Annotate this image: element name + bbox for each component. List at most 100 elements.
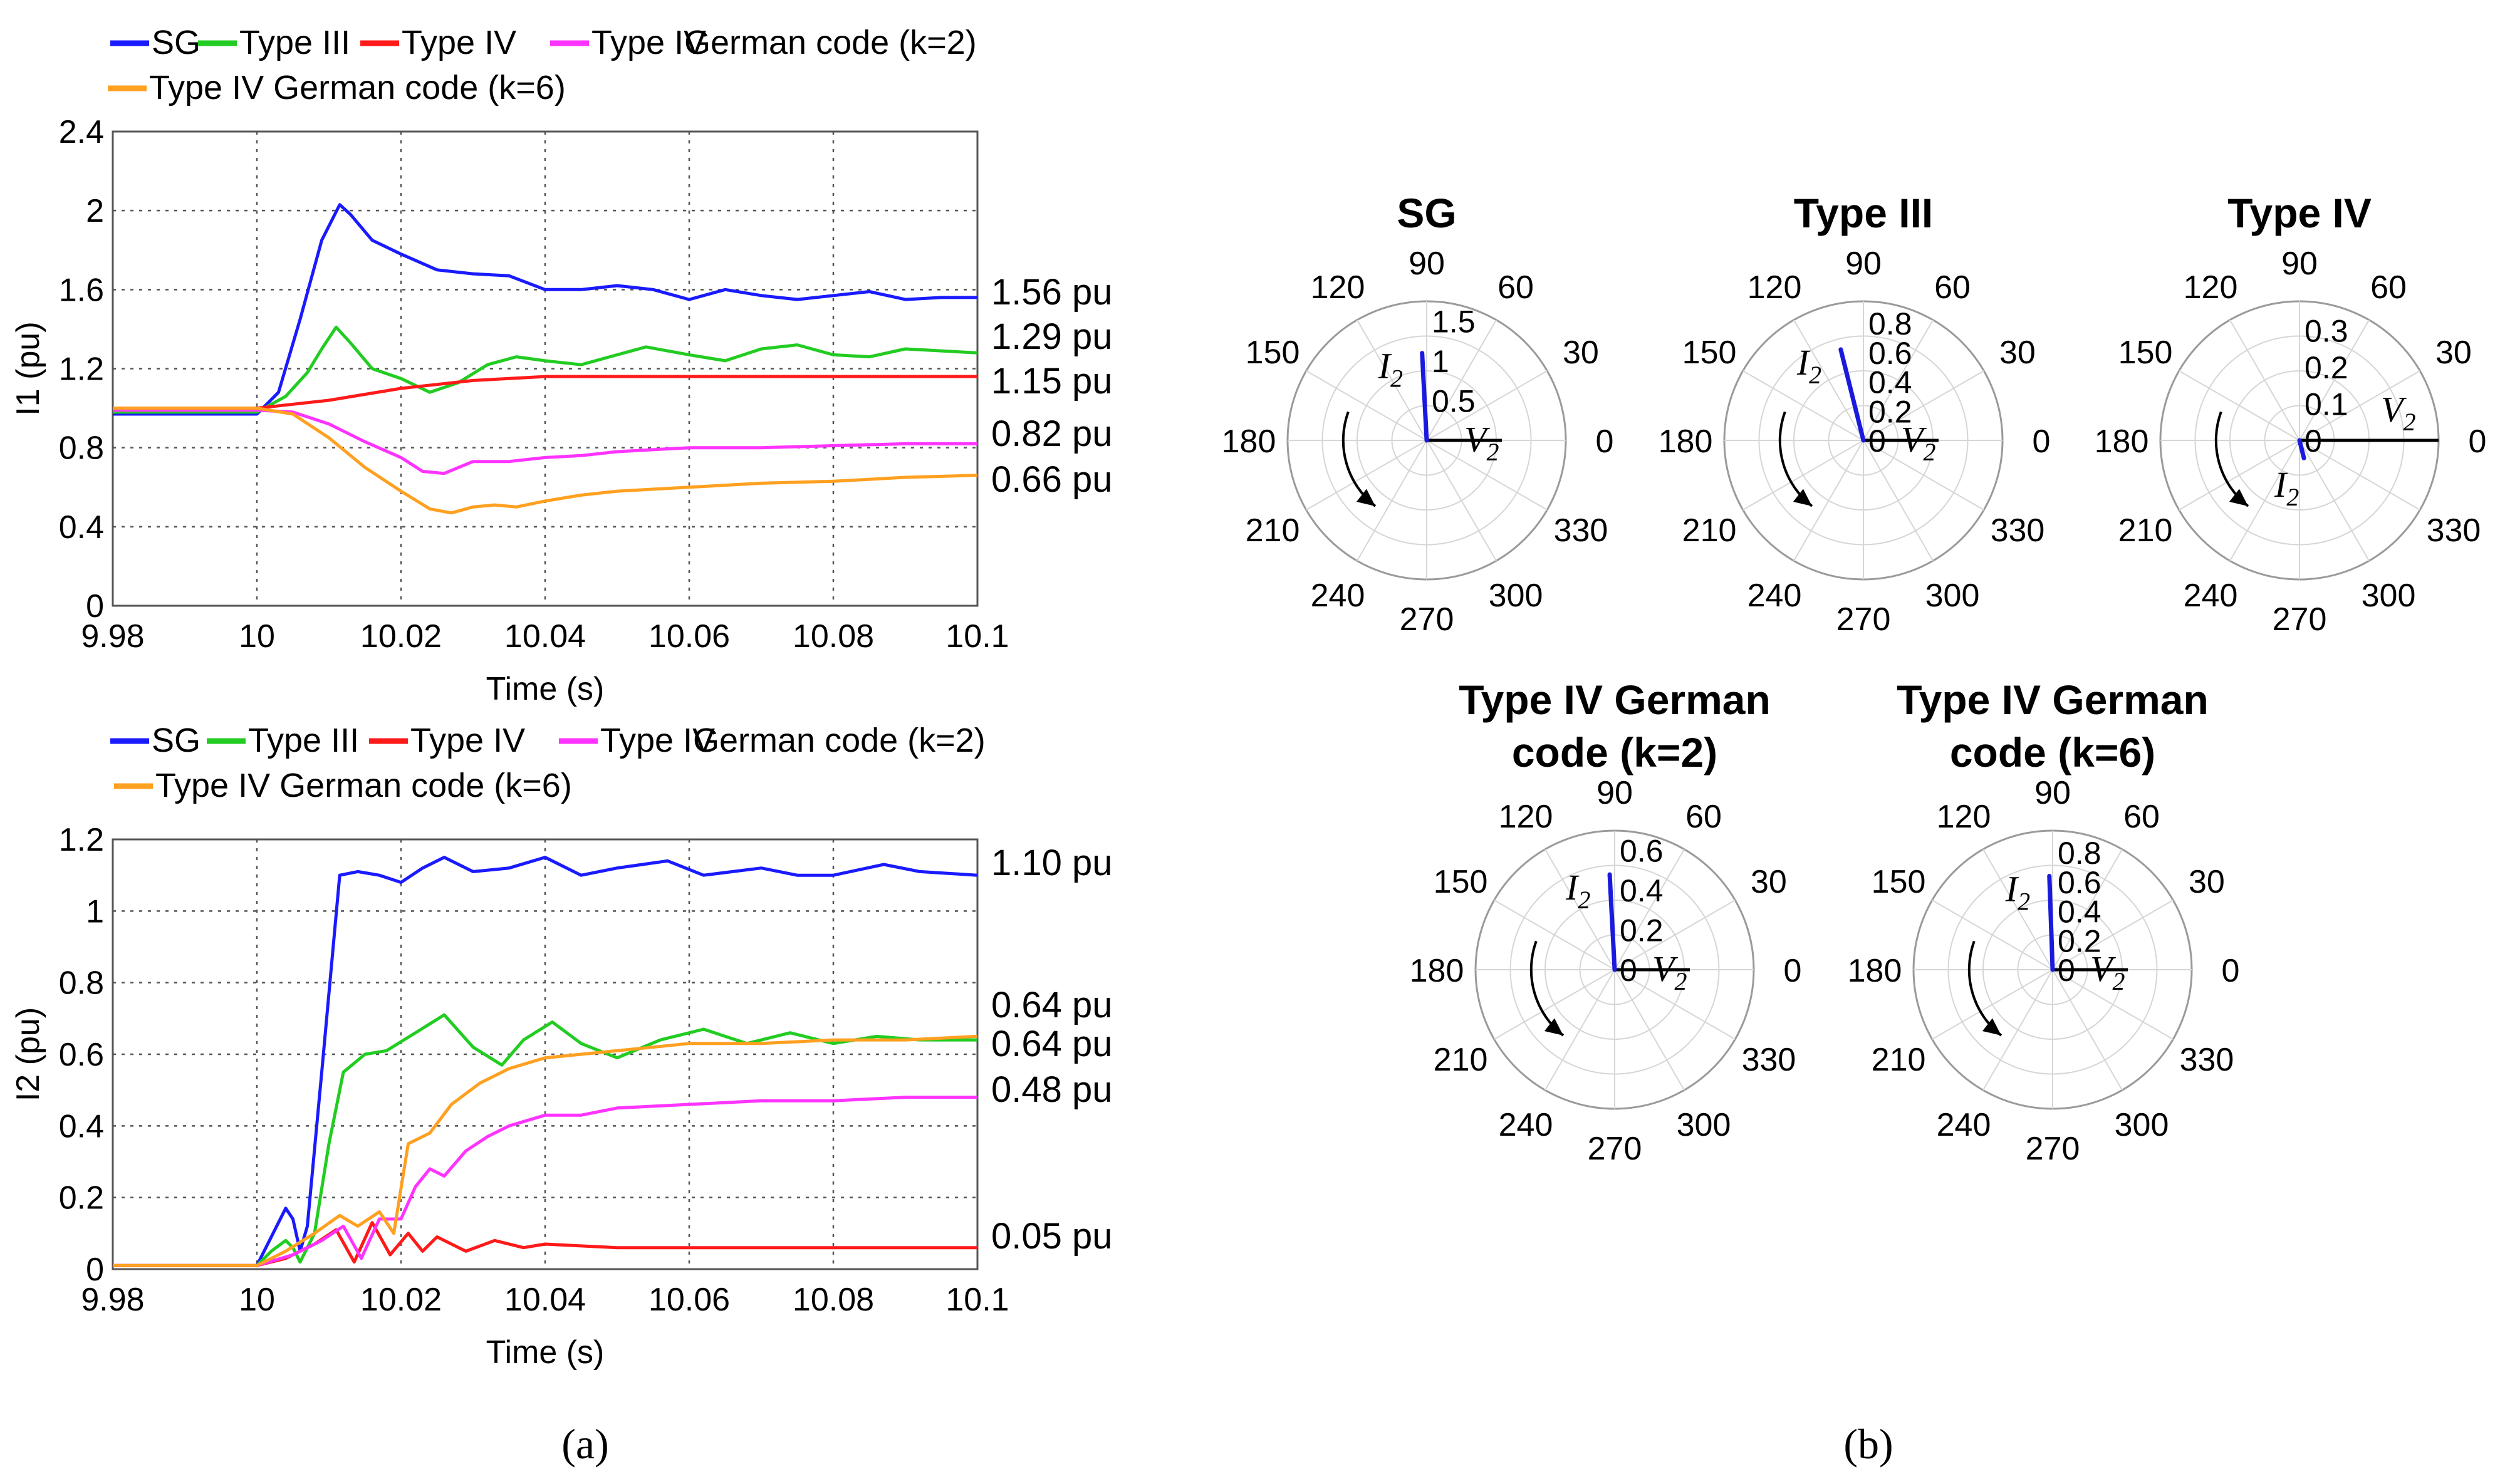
polar-spoke	[1793, 440, 1864, 561]
i2-subscript: 2	[2286, 483, 2299, 511]
polar-spoke	[1426, 440, 1548, 511]
x-tick-label: 10	[239, 1282, 275, 1318]
legend-label: Type IV	[402, 24, 516, 61]
polar-angle-label: 120	[2184, 269, 2238, 306]
v2-subscript: 2	[2403, 408, 2415, 436]
end-value-label: 1.56 pu	[991, 272, 1113, 313]
y-tick-label: 2.4	[59, 114, 104, 150]
polar-radial-label: 1.5	[1432, 304, 1476, 340]
polar-angle-label: 90	[2034, 775, 2071, 811]
series-line-type-iv	[113, 375, 977, 410]
polar-spoke	[1982, 849, 2053, 970]
polar-spoke	[2299, 370, 2420, 441]
polar-angle-label: 300	[1489, 578, 1543, 614]
polar-angle-label: 240	[1311, 578, 1365, 614]
polar-spoke	[1426, 370, 1548, 441]
v2-subscript: 2	[1674, 967, 1687, 995]
y-tick-label: 0.8	[59, 965, 104, 1002]
polar-spoke	[1863, 370, 1984, 441]
polar-angle-label: 120	[1747, 269, 1802, 306]
series-line-type-iv-german-code-k-6	[113, 407, 978, 515]
series-line-type-iv-german-code-k-2	[113, 1096, 977, 1267]
x-tick-label: 10.04	[504, 1282, 586, 1318]
y-tick-label: 0	[86, 588, 104, 625]
y-tick-label: 1	[86, 893, 104, 930]
polar-plot-type-iv-german-code-k-2: Type IV German code (k=2) 0 30 60 90 120 150 180…	[1410, 677, 1802, 1167]
polar-spoke	[1494, 969, 1615, 1040]
polar-title: Type III	[1794, 190, 1934, 236]
polar-angle-label: 0	[1784, 953, 1802, 989]
polar-spoke	[2229, 440, 2300, 561]
polar-spoke	[1982, 969, 2053, 1091]
polar-radial-label: 0.4	[1868, 365, 1912, 400]
polar-radial-label: 0.2	[1620, 913, 1664, 948]
polar-angle-label: 210	[1682, 512, 1737, 549]
rotation-arrow-head	[1793, 489, 1812, 506]
x-tick-label: 10.1	[945, 1282, 1009, 1318]
polar-spoke	[2229, 319, 2300, 441]
polar-plot-type-iii: Type III 0 30 60 90 120 150 180 210 240 270 300 330 0…	[1659, 190, 2051, 638]
x-tick-label: 10.04	[504, 618, 586, 655]
polar-angle-label: 330	[1991, 512, 2045, 549]
polar-spoke	[1544, 849, 1615, 970]
polar-spoke	[1863, 319, 1934, 441]
i2-phasor	[1838, 347, 1866, 443]
polar-angle-label: 30	[2435, 335, 2472, 371]
legend-label: Type III	[239, 24, 350, 61]
polar-radial-label: 0.8	[2058, 836, 2101, 871]
polar-spoke	[2179, 440, 2300, 511]
polar-radial-label: 0.6	[1868, 336, 1912, 371]
rotation-arrow-head	[1982, 1018, 2001, 1035]
y-tick-label: 1.2	[59, 351, 104, 388]
i2-subscript: 2	[1390, 365, 1403, 393]
polar-angle-label: 300	[1925, 578, 1980, 614]
x-tick-label: 10.06	[648, 1282, 730, 1318]
polar-angle-label: 270	[1400, 601, 1454, 638]
polar-spoke	[2179, 370, 2300, 441]
polar-spoke	[1742, 440, 1864, 511]
polar-angle-label: 0	[1596, 423, 1614, 460]
polar-spoke	[1357, 440, 1427, 561]
polar-spoke	[1863, 440, 1934, 561]
polar-spoke	[1426, 440, 1497, 561]
polar-radial-label: 0.3	[2304, 314, 2348, 349]
polar-angle-label: 270	[2273, 601, 2327, 638]
polar-angle-label: 300	[2362, 578, 2416, 614]
x-tick-label: 10.08	[793, 618, 874, 655]
i2-phasor	[1607, 872, 1617, 972]
polar-spoke	[1357, 319, 1427, 441]
polar-angle-label: 30	[1999, 335, 2036, 371]
x-tick-label: 10.02	[360, 618, 442, 655]
polar-spoke	[2052, 969, 2174, 1040]
legend-label: Type IV	[591, 24, 706, 61]
polar-angle-label: 330	[1554, 512, 1608, 549]
y-tick-label: 0	[86, 1252, 104, 1288]
i2-phasor	[2297, 438, 2306, 460]
polar-angle-label: 150	[1682, 335, 1737, 371]
i2-subscript: 2	[1809, 361, 1821, 389]
x-tick-label: 10.06	[648, 618, 730, 655]
polar-spoke	[1426, 319, 1497, 441]
polar-angle-label: 240	[2184, 578, 2238, 614]
end-value-label: 1.15 pu	[991, 361, 1113, 402]
polar-angle-label: 60	[1497, 269, 1534, 306]
series-line-sg	[113, 203, 977, 416]
polar-angle-label: 150	[1246, 335, 1300, 371]
polar-angle-label: 150	[1872, 864, 1926, 900]
polar-radial-label: 0.4	[1620, 873, 1664, 908]
polar-spoke	[1544, 969, 1615, 1091]
series-line-type-iii	[113, 325, 978, 414]
polar-angle-label: 90	[1409, 246, 1445, 282]
polar-angle-label: 180	[1659, 423, 1713, 460]
polar-spoke	[1863, 440, 1984, 511]
polar-angle-label: 120	[1499, 799, 1553, 835]
polar-angle-label: 240	[1499, 1107, 1553, 1143]
polar-angle-label: 180	[2095, 423, 2149, 460]
polar-angle-label: 180	[1222, 423, 1276, 460]
chart-i1-current: 9.98 10 10.02 10.04 10.06 10.08 10.1 0 0.4 0.8 1.2…	[10, 24, 1113, 707]
polar-angle-label: 120	[1937, 799, 1991, 835]
polar-angle-label: 210	[1246, 512, 1300, 549]
polar-radial-label: 0.8	[1868, 306, 1912, 341]
polar-title: Type IV German	[1897, 677, 2209, 723]
